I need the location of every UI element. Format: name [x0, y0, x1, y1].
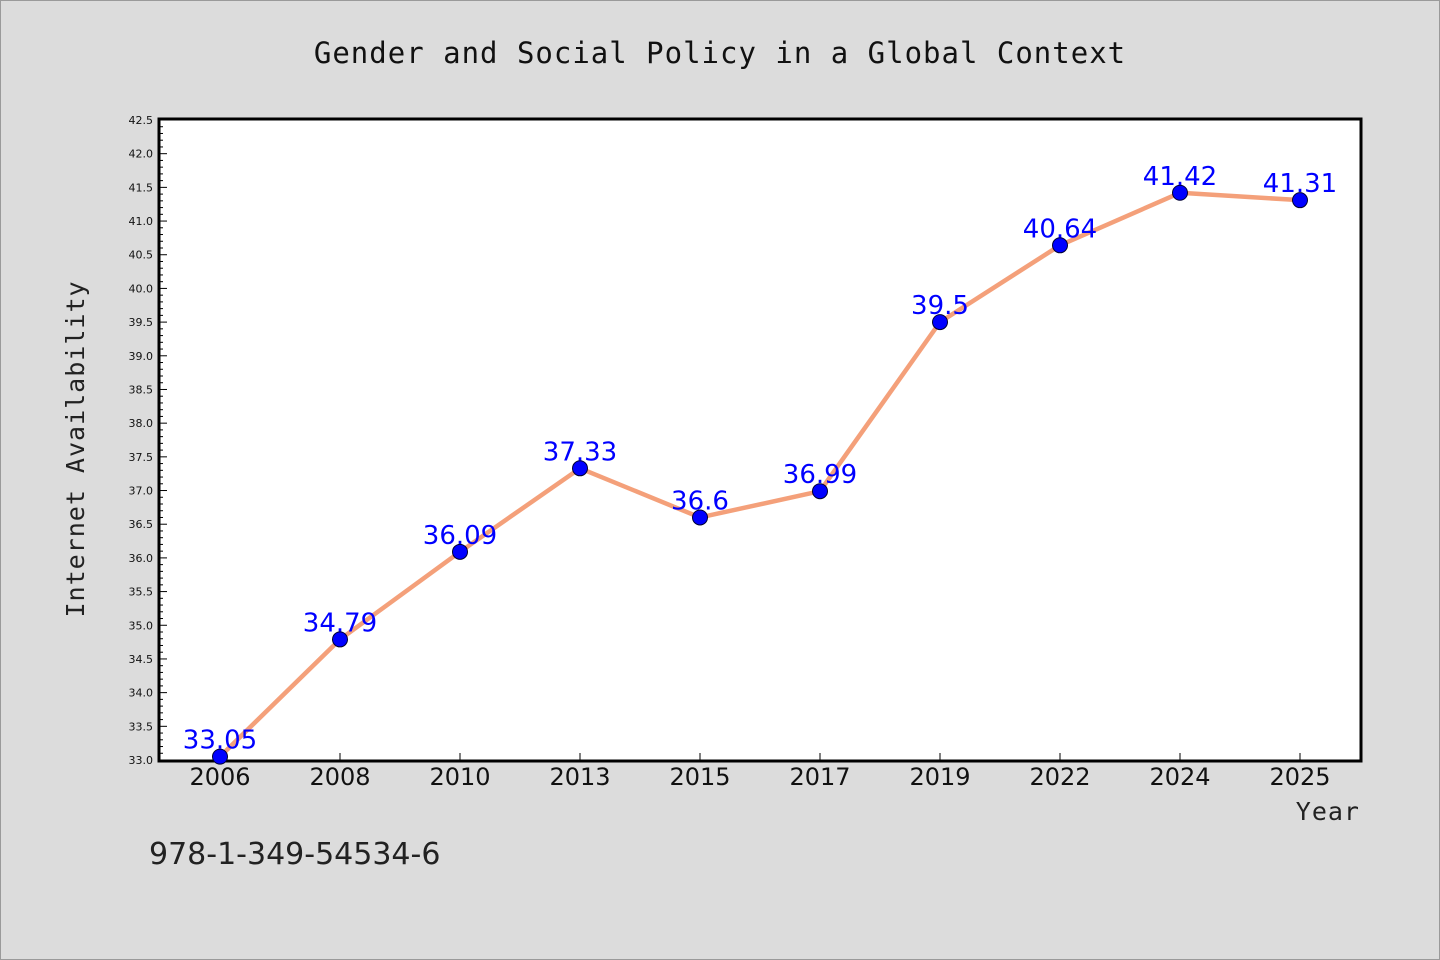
data-point-marker [932, 314, 948, 331]
series-line-group [217, 190, 1303, 759]
data-point-marker [1052, 237, 1068, 254]
y-tick-label: 36.0 [129, 552, 154, 565]
data-value-label: 36.6 [671, 486, 729, 516]
x-tick-label: 2019 [909, 763, 970, 791]
data-point-marker [692, 509, 708, 526]
y-tick-label: 35.5 [129, 586, 154, 599]
data-value-label: 41.42 [1143, 162, 1217, 192]
data-point-marker [452, 543, 468, 560]
chart-title: Gender and Social Policy in a Global Con… [314, 36, 1126, 70]
x-tick-label: 2013 [549, 763, 610, 791]
data-value-label: 34.79 [303, 608, 377, 638]
y-axis-label: Internet Availability [61, 280, 90, 617]
data-point-marker [1172, 184, 1188, 201]
y-tick-label: 41.5 [129, 181, 154, 194]
data-value-label: 36.09 [423, 521, 497, 551]
data-point-marker [212, 748, 228, 765]
y-tick-label: 40.5 [129, 249, 154, 262]
x-tick-label: 2008 [309, 763, 370, 791]
y-tick-label: 39.5 [129, 316, 154, 329]
data-point-marker [812, 483, 828, 500]
y-tick-label: 36.5 [129, 518, 154, 531]
x-axis: 2006 2008 2010 2013 2015 2017 2019 2022 2024 2025 [189, 753, 1331, 791]
data-point-marker [572, 460, 588, 477]
x-axis-label: Year [1296, 797, 1360, 826]
y-tick-label: 33.0 [129, 754, 154, 767]
marker-group [212, 184, 1308, 765]
data-value-label: 39.5 [911, 291, 969, 321]
x-tick-label: 2006 [189, 763, 250, 791]
data-value-label: 36.99 [783, 460, 857, 490]
data-point-marker [1292, 192, 1308, 209]
y-tick-label: 42.5 [129, 114, 154, 127]
data-value-label: 40.64 [1023, 214, 1097, 244]
footnote-isbn: 978-1-349-54534-6 [149, 837, 440, 872]
y-axis: 33.0 33.5 34.0 34.5 35.0 35.5 36.0 36.5 37.0 37.5… [129, 114, 167, 767]
x-tick-label: 2010 [429, 763, 490, 791]
x-tick-label: 2024 [1149, 763, 1210, 791]
x-tick-label: 2017 [789, 763, 850, 791]
data-value-label: 37.33 [543, 437, 617, 467]
y-tick-label: 33.5 [129, 720, 154, 733]
x-tick-label: 2025 [1269, 763, 1330, 791]
y-tick-label: 37.5 [129, 451, 154, 464]
x-tick-label: 2022 [1029, 763, 1090, 791]
y-tick-label: 38.5 [129, 383, 154, 396]
data-point-marker [332, 631, 348, 648]
y-tick-label: 37.0 [129, 485, 154, 498]
y-tick-label: 41.0 [129, 215, 154, 228]
data-value-label: 41.31 [1263, 169, 1337, 199]
series-line [217, 190, 1303, 759]
data-value-label: 33.05 [183, 726, 257, 756]
y-tick-label: 40.0 [129, 282, 154, 295]
x-tick-label: 2015 [669, 763, 730, 791]
data-label-group: 33.05 34.79 36.09 37.33 36.6 36.99 39.5 40.64 41… [183, 162, 1337, 756]
y-tick-label: 39.0 [129, 350, 154, 363]
y-tick-label: 38.0 [129, 417, 154, 430]
y-tick-label: 42.0 [129, 148, 154, 161]
y-tick-label: 34.5 [129, 653, 154, 666]
y-tick-label: 34.0 [129, 687, 154, 700]
plot-area [157, 117, 1363, 763]
y-tick-label: 35.0 [129, 619, 154, 632]
